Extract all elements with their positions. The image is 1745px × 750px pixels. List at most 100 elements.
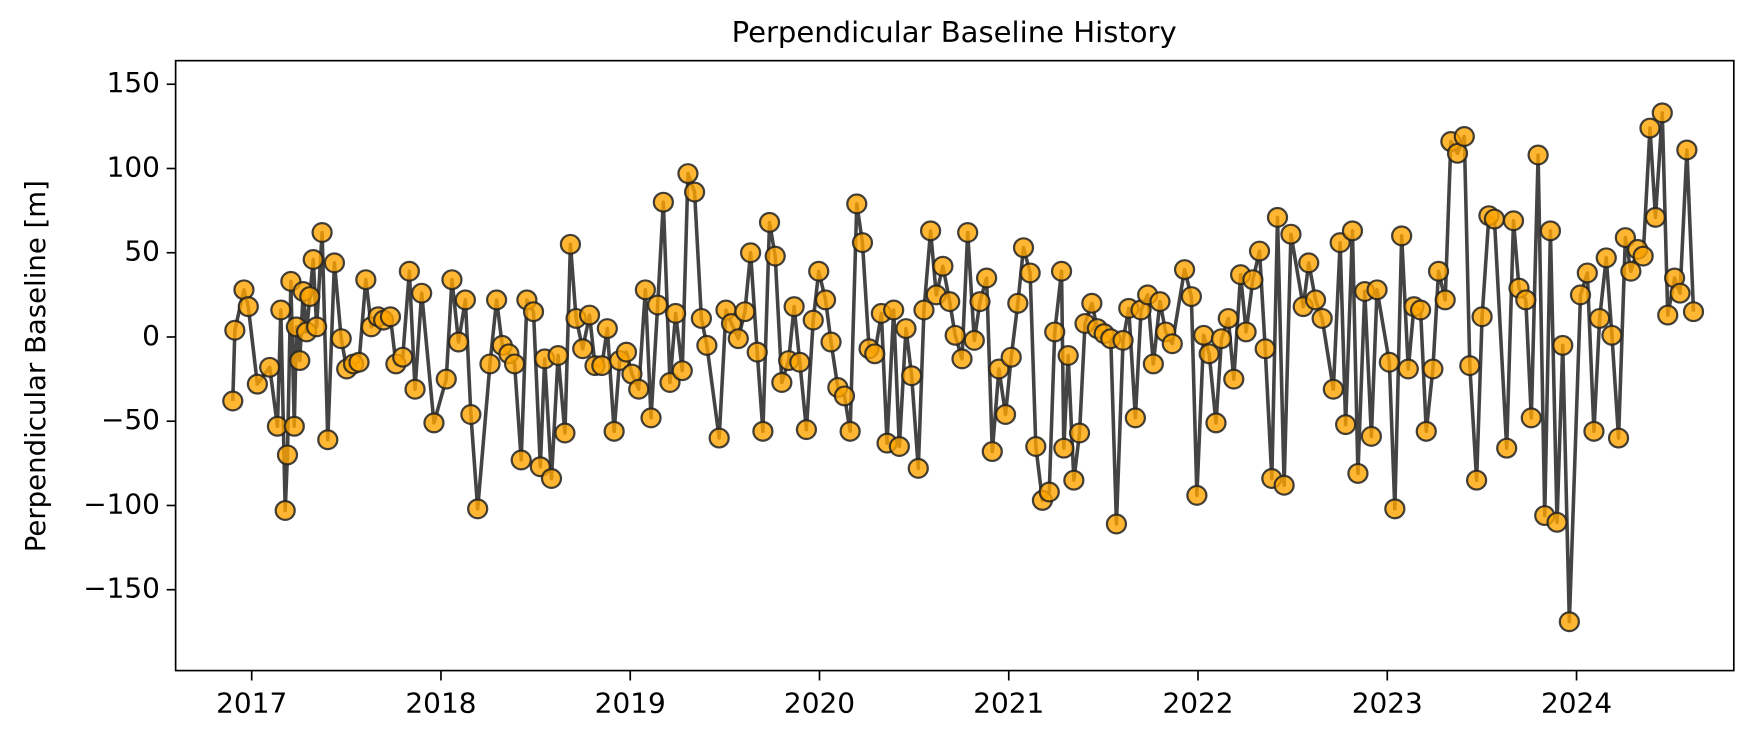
data-point [1569, 284, 1592, 306]
data-point [578, 304, 601, 326]
data-point [510, 449, 532, 471]
data-point [1198, 343, 1220, 365]
data-point [1496, 437, 1518, 459]
data-point [274, 500, 296, 522]
data-point [1601, 324, 1623, 346]
data-point [233, 279, 255, 301]
data-point [1266, 206, 1289, 228]
x-tick-label: 2018 [405, 687, 476, 720]
data-point [981, 441, 1003, 463]
data-point [907, 457, 929, 479]
data-point [348, 351, 370, 373]
x-tick-label: 2019 [595, 687, 666, 720]
data-point [317, 429, 339, 451]
data-point [1068, 422, 1091, 444]
data-point [1669, 282, 1691, 304]
data-point [323, 252, 346, 274]
data-point [1391, 225, 1413, 247]
data-point [696, 334, 718, 356]
data-point [355, 269, 377, 291]
data-point [1142, 353, 1164, 375]
data-point [944, 324, 966, 346]
data-point [224, 319, 246, 341]
data-point [1180, 286, 1203, 308]
data-point [1311, 307, 1333, 329]
data-point [467, 498, 489, 520]
x-tick-label: 2017 [216, 687, 287, 720]
data-point [1409, 299, 1432, 321]
data-point [851, 232, 874, 254]
data-point [1639, 117, 1661, 139]
data-point [820, 331, 842, 353]
data-point [771, 371, 793, 393]
chart-title: Perpendicular Baseline History [732, 15, 1177, 49]
data-point [727, 328, 749, 350]
data-point [1205, 412, 1227, 434]
plot-frame [174, 59, 1735, 672]
data-point [795, 419, 818, 441]
data-point [1632, 245, 1654, 267]
data-point [1520, 407, 1542, 429]
data-point [1459, 355, 1481, 377]
data-point [222, 390, 244, 412]
data-point [1223, 368, 1245, 390]
data-point [1050, 260, 1073, 282]
x-tick-label: 2020 [784, 687, 855, 720]
data-point [932, 255, 954, 277]
data-point [1546, 511, 1568, 533]
data-point [1044, 321, 1066, 343]
data-point [895, 318, 917, 340]
data-point [1280, 223, 1302, 245]
data-point [963, 329, 985, 351]
data-point [1248, 240, 1271, 262]
data-point [1007, 292, 1029, 314]
data-point [764, 245, 786, 267]
y-tick-label: 150 [107, 66, 160, 99]
data-point [1063, 469, 1085, 491]
data-point [1607, 427, 1630, 449]
data-point [994, 404, 1017, 425]
data-point [1019, 262, 1041, 284]
data-point [1112, 329, 1134, 351]
data-point [1427, 260, 1450, 282]
data-point [883, 299, 905, 321]
data-point [1242, 269, 1264, 291]
data-point [975, 267, 998, 289]
data-point [1576, 262, 1598, 284]
data-point [1422, 358, 1444, 380]
data-point [901, 365, 923, 387]
data-point [423, 412, 445, 434]
data-point [758, 211, 781, 233]
data-point [1124, 407, 1146, 429]
data-point [1527, 144, 1549, 166]
y-tick-label: −150 [83, 572, 160, 605]
data-point [1081, 292, 1103, 314]
data-point [647, 294, 669, 316]
data-point [690, 307, 713, 329]
data-point [547, 345, 569, 366]
data-point [1038, 481, 1060, 503]
data-point [628, 378, 650, 400]
data-point [603, 420, 625, 442]
data-point [888, 436, 910, 457]
data-point [752, 420, 774, 442]
data-point [1384, 498, 1406, 520]
data-point [833, 385, 856, 407]
data-point [1173, 259, 1196, 281]
data-point [634, 279, 656, 301]
data-point [276, 444, 299, 466]
data-point [1298, 252, 1320, 274]
data-point [1397, 358, 1419, 380]
data-point [1053, 437, 1075, 459]
data-point [479, 353, 501, 375]
data-point [846, 193, 868, 215]
data-point [919, 220, 942, 242]
data-point [1360, 425, 1383, 447]
data-point [1558, 611, 1580, 633]
data-point [1434, 289, 1456, 311]
x-tick-label: 2024 [1541, 687, 1612, 720]
data-point [746, 341, 768, 363]
data-point [485, 289, 508, 311]
data-point [311, 222, 333, 243]
data-point [839, 420, 861, 442]
